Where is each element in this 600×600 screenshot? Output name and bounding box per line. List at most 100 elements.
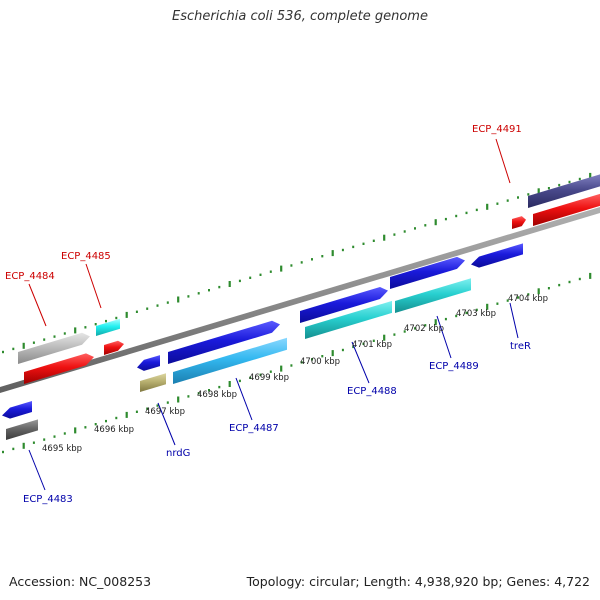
gene-cyan-ecp-4488 <box>305 300 392 339</box>
minor-tick <box>84 326 87 329</box>
accession-label: Accession: NC_008253 <box>9 574 152 589</box>
label-nrdg: nrdG <box>166 448 190 459</box>
major-tick <box>22 442 25 449</box>
gene-gray-upper <box>18 332 90 364</box>
upper-tick-track <box>2 172 592 354</box>
dotted-tick-tracks <box>2 172 592 454</box>
tick-label-4697: 4697 kbp <box>145 407 185 417</box>
minor-tick <box>269 370 272 373</box>
minor-tick <box>146 407 149 410</box>
minor-tick <box>465 211 468 215</box>
minor-tick <box>341 248 344 252</box>
label-ecp-4488: ECP_4488 <box>347 386 397 397</box>
leader-ecp-4488 <box>351 341 370 384</box>
minor-tick <box>259 373 262 376</box>
minor-tick <box>187 395 190 398</box>
minor-tick <box>496 302 499 305</box>
major-tick <box>383 234 386 241</box>
genome-backbone <box>0 207 600 393</box>
major-tick <box>434 319 437 326</box>
tick-label-4695: 4695 kbp <box>42 444 82 454</box>
minor-tick <box>558 183 561 187</box>
minor-tick <box>311 258 313 261</box>
leader-ecp-4484 <box>28 283 47 327</box>
leader-ecp-4487 <box>235 377 253 421</box>
minor-tick <box>403 230 406 233</box>
major-tick <box>228 281 231 287</box>
major-tick <box>537 288 540 295</box>
minor-tick <box>63 332 66 335</box>
minor-tick <box>105 419 107 423</box>
minor-tick <box>506 199 509 202</box>
minor-tick <box>372 239 375 242</box>
leader-ecp-4489 <box>436 315 452 359</box>
gene-cyan-ecp-4485 <box>96 318 120 336</box>
gene-callouts: ECP_4484 ECP_4485 ECP_4491 ECP_4483 nrdG… <box>5 124 531 505</box>
minor-tick <box>352 245 355 249</box>
kbp-tick-labels: 4695 kbp 4696 kbp 4697 kbp 4698 kbp 4699… <box>42 294 548 454</box>
gene-navy <box>528 174 600 208</box>
label-ecp-4484: ECP_4484 <box>5 271 55 282</box>
minor-tick <box>105 319 107 323</box>
minor-tick <box>578 277 581 281</box>
minor-tick <box>568 180 571 184</box>
minor-tick <box>475 308 478 312</box>
tick-label-4704: 4704 kbp <box>508 294 548 304</box>
minor-tick <box>393 233 396 236</box>
minor-tick <box>84 426 87 429</box>
minor-tick <box>517 196 519 199</box>
major-tick <box>331 250 334 257</box>
tick-label-4702: 4702 kbp <box>404 324 444 334</box>
genome-title: Escherichia coli 536, complete genome <box>172 9 428 24</box>
minor-tick <box>249 276 252 279</box>
gene-red-right <box>533 193 600 226</box>
minor-tick <box>156 404 159 407</box>
minor-tick <box>238 379 241 383</box>
minor-tick <box>414 227 416 230</box>
minor-tick <box>269 270 272 273</box>
minor-tick <box>218 285 221 289</box>
minor-tick <box>63 432 66 435</box>
minor-tick <box>558 283 561 287</box>
minor-tick <box>372 339 375 342</box>
minor-tick <box>32 341 35 344</box>
minor-tick <box>527 293 530 296</box>
tick-label-4699: 4699 kbp <box>249 373 289 383</box>
major-tick <box>74 327 77 334</box>
minor-tick <box>311 358 313 361</box>
minor-tick <box>2 450 4 454</box>
minor-tick <box>43 338 46 341</box>
minor-tick <box>578 177 581 181</box>
minor-tick <box>506 299 509 302</box>
label-ecp-4489: ECP_4489 <box>429 361 479 372</box>
minor-tick <box>238 279 241 283</box>
minor-tick <box>393 333 396 336</box>
major-tick <box>125 311 128 318</box>
gene-blue-ecp-4483 <box>2 401 32 419</box>
gene-blue-4 <box>471 243 523 268</box>
minor-tick <box>527 193 530 196</box>
gene-lightblue-ecp-4487 <box>173 337 287 384</box>
major-tick <box>434 219 437 226</box>
major-tick <box>22 342 25 349</box>
leader-ecp-4483 <box>28 449 46 491</box>
tick-label-4696: 4696 kbp <box>94 425 134 435</box>
major-tick <box>486 203 489 210</box>
minor-tick <box>455 214 458 218</box>
major-tick <box>537 188 540 195</box>
minor-tick <box>547 187 550 190</box>
minor-tick <box>496 202 499 205</box>
major-tick <box>280 365 283 372</box>
minor-tick <box>455 314 458 318</box>
lower-tick-track <box>2 272 592 454</box>
minor-tick <box>362 342 365 345</box>
minor-tick <box>218 385 221 389</box>
label-ecp-4483: ECP_4483 <box>23 494 73 505</box>
leader-ecp-4491 <box>495 138 511 184</box>
minor-tick <box>32 441 35 444</box>
minor-tick <box>414 327 416 330</box>
tick-label-4701: 4701 kbp <box>352 340 392 350</box>
minor-tick <box>424 224 427 227</box>
gene-blue-1 <box>168 320 280 364</box>
